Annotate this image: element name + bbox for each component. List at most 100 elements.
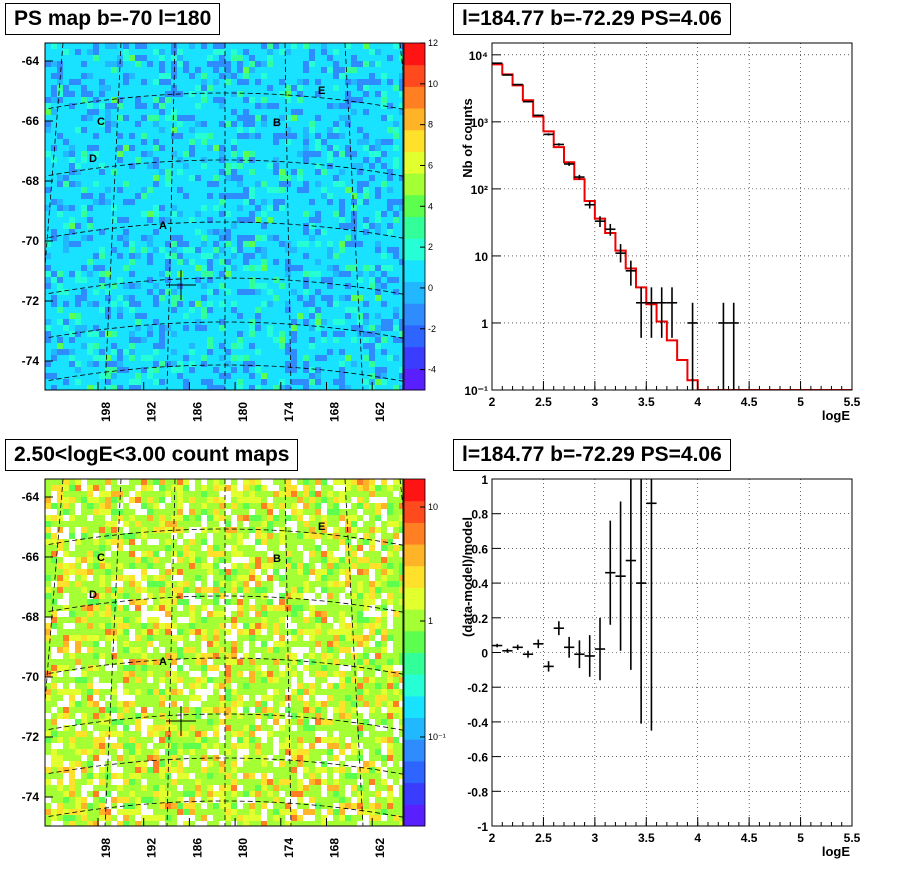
map-pixel	[261, 301, 267, 307]
latitude-line	[25, 407, 423, 427]
map-pixel	[387, 175, 393, 181]
map-pixel	[339, 271, 345, 277]
map-pixel	[135, 103, 141, 109]
map-pixel	[387, 797, 393, 803]
map-pixel	[213, 527, 219, 533]
map-pixel	[369, 331, 375, 337]
map-pixel	[387, 265, 393, 271]
map-pixel	[63, 773, 69, 779]
map-pixel	[177, 731, 183, 737]
source-label: C	[97, 552, 105, 564]
map-pixel	[279, 701, 285, 707]
map-pixel	[159, 55, 165, 61]
map-pixel	[369, 73, 375, 79]
map-pixel	[129, 779, 135, 785]
map-pixel	[183, 385, 189, 390]
map-pixel	[207, 181, 213, 187]
map-pixel	[261, 773, 267, 779]
map-pixel	[219, 725, 225, 731]
map-pixel	[291, 109, 297, 115]
map-pixel	[249, 659, 255, 665]
map-pixel	[171, 367, 177, 373]
map-pixel	[75, 301, 81, 307]
map-pixel	[69, 79, 75, 85]
map-pixel	[249, 797, 255, 803]
map-pixel	[213, 653, 219, 659]
map-pixel	[207, 587, 213, 593]
map-pixel	[393, 211, 399, 217]
map-pixel	[225, 229, 231, 235]
map-pixel	[207, 515, 213, 521]
map-pixel	[285, 593, 291, 599]
map-pixel	[45, 593, 51, 599]
map-pixel	[255, 707, 261, 713]
map-pixel	[195, 247, 201, 253]
map-pixel	[339, 181, 345, 187]
map-pixel	[363, 815, 369, 821]
map-pixel	[99, 791, 105, 797]
map-pixel	[393, 133, 399, 139]
map-pixel	[129, 515, 135, 521]
map-pixel	[75, 569, 81, 575]
map-pixel	[249, 791, 255, 797]
map-pixel	[135, 581, 141, 587]
map-pixel	[219, 821, 225, 826]
map-pixel	[339, 379, 345, 385]
x-axis-label: logE	[822, 408, 850, 423]
map-pixel	[129, 551, 135, 557]
map-pixel	[63, 761, 69, 767]
map-pixel	[219, 755, 225, 761]
map-pixel	[105, 755, 111, 761]
map-pixel	[117, 491, 123, 497]
map-pixel	[375, 283, 381, 289]
map-pixel	[351, 701, 357, 707]
map-pixel	[147, 635, 153, 641]
map-pixel	[225, 599, 231, 605]
map-pixel	[393, 719, 399, 725]
map-pixel	[303, 289, 309, 295]
map-pixel	[243, 623, 249, 629]
map-pixel	[321, 755, 327, 761]
map-pixel	[315, 761, 321, 767]
map-pixel	[99, 509, 105, 515]
map-pixel	[243, 725, 249, 731]
map-pixel	[183, 325, 189, 331]
map-pixel	[63, 623, 69, 629]
latitude-line	[45, 221, 403, 239]
map-pixel	[297, 169, 303, 175]
map-pixel	[243, 563, 249, 569]
map-pixel	[285, 779, 291, 785]
map-pixel	[255, 385, 261, 390]
map-pixel	[111, 593, 117, 599]
map-pixel	[201, 587, 207, 593]
map-pixel	[141, 313, 147, 319]
map-pixel	[363, 61, 369, 67]
map-pixel	[381, 689, 387, 695]
map-pixel	[63, 497, 69, 503]
map-pixel	[165, 181, 171, 187]
map-pixel	[345, 503, 351, 509]
map-pixel	[333, 509, 339, 515]
map-pixel	[381, 809, 387, 815]
map-pixel	[213, 683, 219, 689]
map-pixel	[75, 271, 81, 277]
map-pixel	[381, 325, 387, 331]
map-pixel	[147, 515, 153, 521]
map-pixel	[309, 599, 315, 605]
map-pixel	[207, 343, 213, 349]
map-pixel	[291, 791, 297, 797]
map-pixel	[99, 737, 105, 743]
map-pixel	[345, 575, 351, 581]
map-pixel	[339, 361, 345, 367]
map-pixel	[351, 265, 357, 271]
map-pixel	[153, 749, 159, 755]
map-pixel	[321, 665, 327, 671]
map-pixel	[267, 479, 273, 485]
map-pixel	[333, 623, 339, 629]
map-pixel	[237, 55, 243, 61]
map-pixel	[375, 325, 381, 331]
map-pixel	[357, 139, 363, 145]
map-pixel	[291, 115, 297, 121]
map-pixel	[87, 485, 93, 491]
map-pixel	[357, 497, 363, 503]
